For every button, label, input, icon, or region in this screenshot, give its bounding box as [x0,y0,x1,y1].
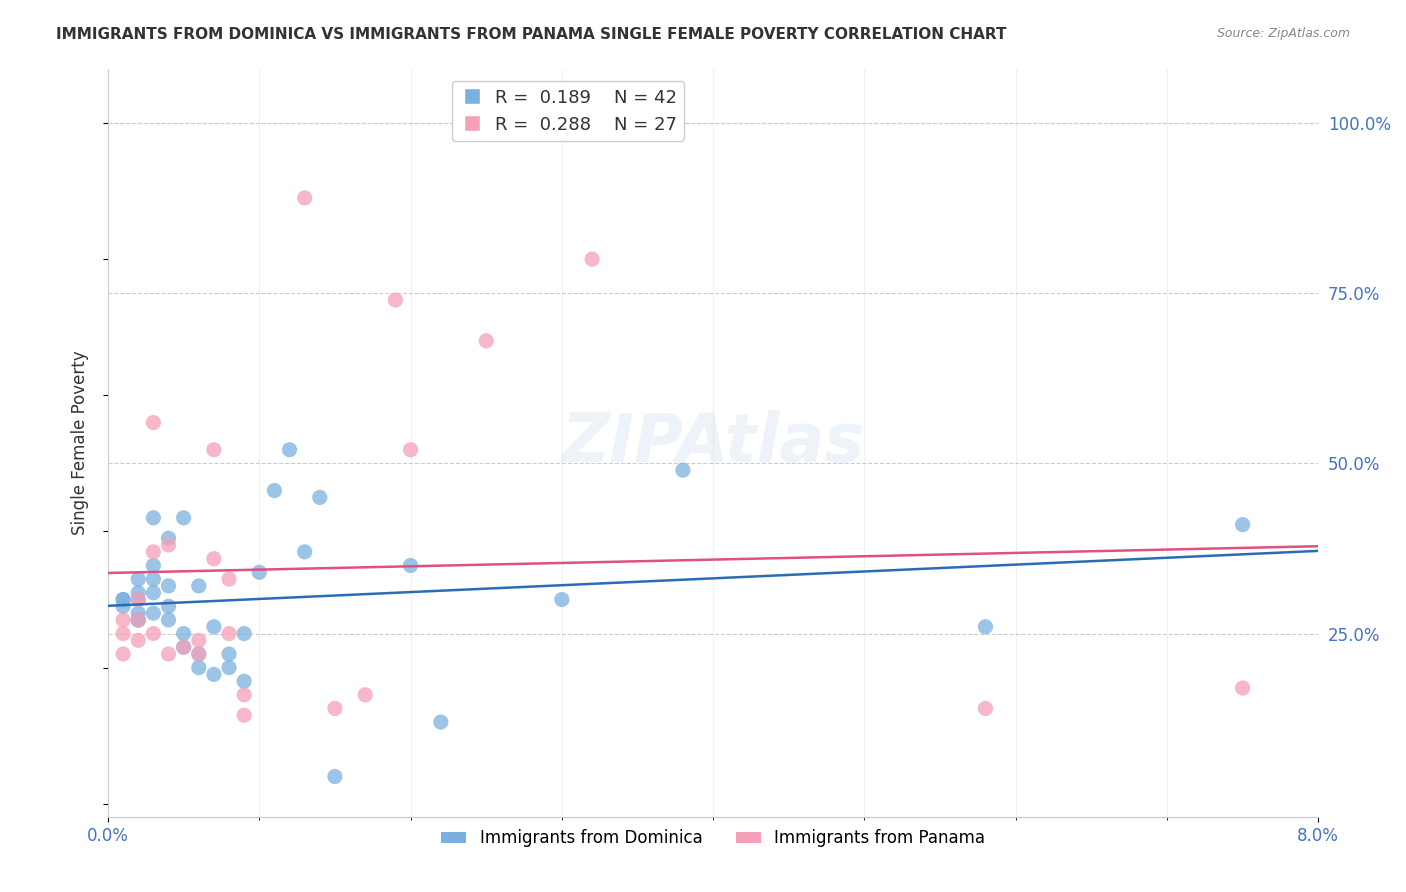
Point [399,442,422,457]
Point [1232,681,1254,695]
Point [247,566,270,580]
Point [399,558,422,573]
Point [142,558,165,573]
Point [127,592,149,607]
Point [672,463,695,477]
Point [218,660,240,674]
Point [202,551,225,566]
Point [294,191,316,205]
Text: ZIPAtlas: ZIPAtlas [561,410,865,476]
Legend: Immigrants from Dominica, Immigrants from Panama: Immigrants from Dominica, Immigrants fro… [434,822,991,854]
Point [173,626,195,640]
Point [112,613,135,627]
Point [475,334,498,348]
Point [112,592,135,607]
Point [127,585,149,599]
Point [142,572,165,586]
Point [218,647,240,661]
Point [112,647,135,661]
Point [127,633,149,648]
Point [974,620,997,634]
Text: IMMIGRANTS FROM DOMINICA VS IMMIGRANTS FROM PANAMA SINGLE FEMALE POVERTY CORRELA: IMMIGRANTS FROM DOMINICA VS IMMIGRANTS F… [56,27,1007,42]
Point [127,613,149,627]
Y-axis label: Single Female Poverty: Single Female Poverty [72,351,89,535]
Point [581,252,603,267]
Point [112,626,135,640]
Point [187,647,209,661]
Point [323,701,346,715]
Point [384,293,406,307]
Point [1232,517,1254,532]
Point [157,647,180,661]
Point [127,606,149,620]
Point [218,626,240,640]
Point [187,633,209,648]
Point [142,585,165,599]
Point [127,592,149,607]
Point [551,592,574,607]
Point [157,579,180,593]
Point [187,579,209,593]
Text: Source: ZipAtlas.com: Source: ZipAtlas.com [1216,27,1350,40]
Point [233,626,256,640]
Point [142,545,165,559]
Point [112,592,135,607]
Point [173,511,195,525]
Point [157,531,180,545]
Point [323,770,346,784]
Point [202,442,225,457]
Point [263,483,285,498]
Point [202,667,225,681]
Point [173,640,195,655]
Point [142,511,165,525]
Point [233,688,256,702]
Point [278,442,301,457]
Point [187,660,209,674]
Point [157,599,180,614]
Point [127,613,149,627]
Point [308,491,330,505]
Point [187,647,209,661]
Point [974,701,997,715]
Point [202,620,225,634]
Point [127,572,149,586]
Point [430,714,453,729]
Point [233,708,256,723]
Point [142,626,165,640]
Point [233,674,256,689]
Point [218,572,240,586]
Point [157,613,180,627]
Point [294,545,316,559]
Point [142,606,165,620]
Point [112,599,135,614]
Point [142,416,165,430]
Point [354,688,377,702]
Point [157,538,180,552]
Point [173,640,195,655]
Point [127,613,149,627]
